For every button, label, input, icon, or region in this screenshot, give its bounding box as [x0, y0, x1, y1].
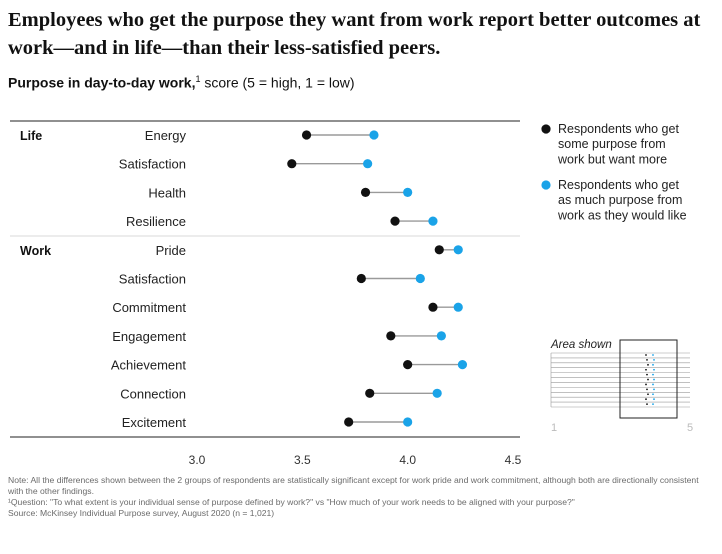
inset-dot-dark: [647, 363, 649, 366]
inset-dot-blue: [653, 368, 655, 371]
dot-want-more: [434, 245, 444, 255]
footnotes: Note: All the differences shown between …: [8, 475, 708, 519]
inset-dot-blue: [653, 359, 655, 361]
footnote-source: Source: McKinsey Individual Purpose surv…: [8, 508, 275, 518]
inset-title: Area shown: [550, 339, 612, 351]
group-label-life: Life: [20, 129, 42, 143]
subtitle-scale: score (5 = high, 1 = low): [200, 74, 355, 91]
category-label: Excitement: [122, 415, 187, 430]
legend-label-line: work as they would like: [557, 208, 687, 222]
dot-as-much-as-like: [415, 273, 425, 284]
chart-subtitle: Purpose in day-to-day work,1 score (5 = …: [8, 74, 355, 91]
dot-as-much-as-like: [453, 245, 463, 255]
dot-as-much-as-like: [457, 360, 468, 370]
legend-label-line: some purpose from: [558, 137, 666, 151]
x-tick-label: 4.0: [399, 453, 416, 467]
inset-dot-blue: [652, 383, 654, 386]
inset-dot-blue: [653, 388, 655, 391]
group-label-work: Work: [20, 244, 51, 258]
inset-dot-blue: [652, 393, 654, 396]
dot-want-more: [301, 130, 312, 140]
chart-headline: Employees who get the purpose they want …: [8, 9, 701, 59]
inset-dot-blue: [653, 378, 655, 381]
inset-dot-blue: [652, 354, 654, 356]
inset-dot-blue: [652, 363, 654, 366]
dot-as-much-as-like: [428, 216, 438, 226]
inset-dot-dark: [645, 398, 647, 401]
dot-as-much-as-like: [432, 388, 442, 398]
subtitle-bold: Purpose in day-to-day work,: [8, 74, 196, 91]
inset-dot-dark: [646, 373, 648, 376]
inset-dot-dark: [647, 393, 649, 396]
inset-dot-dark: [645, 368, 647, 371]
dot-want-more: [344, 417, 354, 427]
legend-label-line: as much purpose from: [558, 193, 682, 207]
inset-dot-blue: [652, 373, 654, 376]
dot-want-more: [356, 273, 366, 284]
footnote-question: ¹Question: "To what extent is your indiv…: [8, 497, 575, 507]
inset-dot-blue: [653, 398, 655, 401]
legend-marker: [541, 124, 551, 134]
dot-as-much-as-like: [363, 159, 373, 169]
inset-dot-dark: [646, 388, 648, 391]
footnote-note: Note: All the differences shown between …: [8, 475, 699, 496]
category-label: Commitment: [112, 300, 186, 315]
dot-want-more: [428, 302, 438, 312]
inset-max-label: 5: [687, 422, 693, 434]
legend-label-line: Respondents who get: [558, 178, 679, 192]
inset-dot-dark: [645, 383, 647, 386]
x-tick-label: 3.5: [294, 453, 311, 467]
legend-marker: [541, 180, 551, 190]
inset-area-box: [619, 339, 678, 419]
x-tick-label: 4.5: [505, 453, 522, 467]
dot-want-more: [403, 360, 413, 370]
category-label: Energy: [145, 128, 187, 143]
category-label: Satisfaction: [119, 157, 186, 172]
dot-want-more: [386, 331, 396, 341]
inset-dot-dark: [647, 378, 649, 381]
dot-want-more: [287, 159, 297, 169]
legend-label-line: work but want more: [557, 152, 667, 166]
category-label: Engagement: [112, 329, 186, 344]
dot-want-more: [360, 187, 371, 197]
dot-as-much-as-like: [436, 331, 446, 341]
inset-dot-dark: [646, 403, 648, 405]
inset-dot-dark: [645, 354, 647, 356]
inset-dot-blue: [652, 403, 654, 405]
legend-label-line: Respondents who get: [558, 122, 679, 136]
category-label: Connection: [120, 386, 186, 401]
inset-min-label: 1: [551, 422, 557, 434]
inset-dot-dark: [646, 359, 648, 361]
subtitle-footnote-marker: 1: [195, 74, 201, 84]
category-label: Health: [148, 185, 186, 200]
dot-as-much-as-like: [453, 302, 463, 312]
dot-as-much-as-like: [403, 187, 413, 197]
dot-as-much-as-like: [369, 130, 379, 140]
dot-as-much-as-like: [403, 417, 413, 427]
dot-want-more: [365, 388, 375, 398]
category-label: Pride: [156, 243, 186, 258]
category-label: Achievement: [111, 358, 187, 373]
category-label: Satisfaction: [119, 272, 186, 287]
dot-want-more: [390, 216, 400, 226]
x-tick-label: 3.0: [189, 453, 206, 467]
category-label: Resilience: [126, 214, 186, 229]
